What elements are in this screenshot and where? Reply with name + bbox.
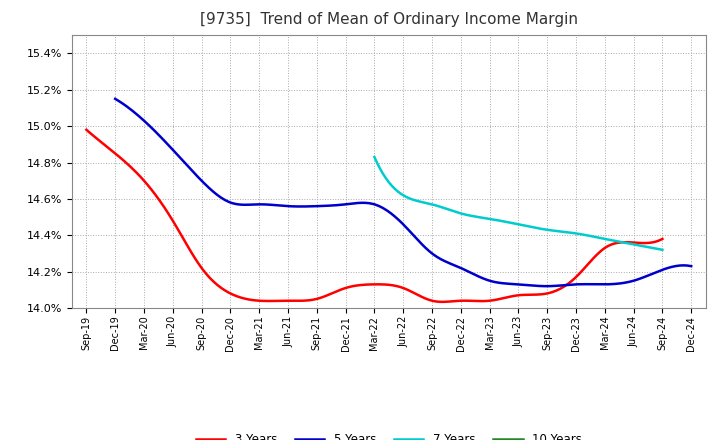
3 Years bbox=[606, 242, 615, 248]
5 Years bbox=[454, 264, 462, 269]
5 Years bbox=[111, 96, 120, 102]
Legend: 3 Years, 5 Years, 7 Years, 10 Years: 3 Years, 5 Years, 7 Years, 10 Years bbox=[191, 429, 587, 440]
3 Years bbox=[82, 127, 91, 132]
5 Years bbox=[464, 268, 472, 274]
3 Years bbox=[435, 299, 444, 304]
Line: 5 Years: 5 Years bbox=[115, 99, 691, 286]
7 Years bbox=[541, 227, 550, 232]
5 Years bbox=[635, 276, 644, 282]
7 Years bbox=[658, 247, 667, 253]
3 Years bbox=[438, 299, 447, 304]
Line: 3 Years: 3 Years bbox=[86, 130, 662, 302]
7 Years bbox=[371, 157, 379, 162]
5 Years bbox=[113, 97, 122, 103]
5 Years bbox=[687, 264, 696, 269]
3 Years bbox=[570, 276, 578, 282]
Title: [9735]  Trend of Mean of Ordinary Income Margin: [9735] Trend of Mean of Ordinary Income … bbox=[200, 12, 577, 27]
7 Years bbox=[546, 227, 555, 233]
7 Years bbox=[631, 242, 640, 247]
3 Years bbox=[423, 297, 432, 302]
3 Years bbox=[84, 129, 93, 134]
5 Years bbox=[542, 283, 551, 289]
Line: 7 Years: 7 Years bbox=[374, 157, 662, 250]
3 Years bbox=[658, 236, 667, 242]
7 Years bbox=[370, 154, 379, 160]
7 Years bbox=[613, 238, 621, 244]
5 Years bbox=[452, 264, 461, 269]
3 Years bbox=[425, 297, 433, 303]
7 Years bbox=[541, 227, 549, 232]
5 Years bbox=[598, 282, 607, 287]
